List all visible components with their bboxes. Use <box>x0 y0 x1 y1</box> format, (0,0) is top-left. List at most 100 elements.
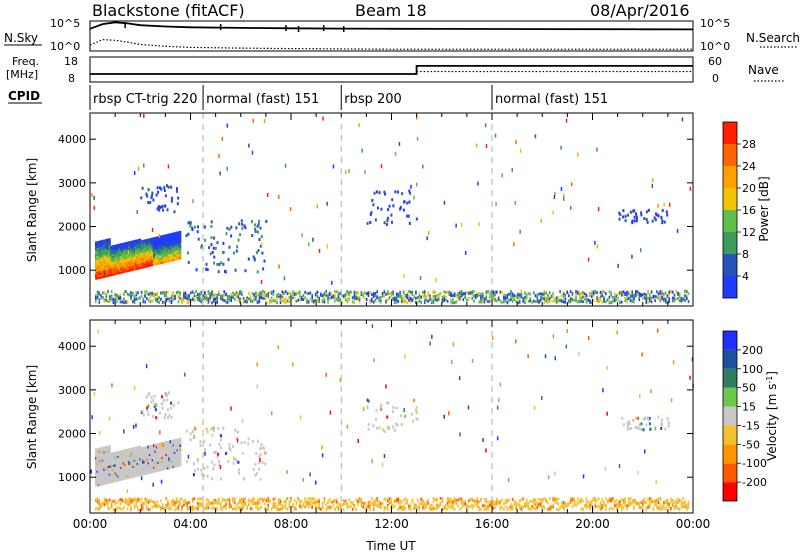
echo-cell <box>158 448 161 452</box>
echo-cell <box>496 503 498 507</box>
echo-cell <box>473 294 475 298</box>
echo-cell <box>489 500 491 504</box>
echo-cell <box>235 436 238 440</box>
echo-cell <box>263 291 266 295</box>
echo-cell <box>110 456 113 460</box>
echo-cell <box>167 297 169 301</box>
echo-cell <box>107 455 110 459</box>
echo-cell <box>118 462 121 466</box>
echo-cell <box>619 213 622 217</box>
echo-cell <box>195 289 197 293</box>
echo-cell <box>357 291 359 295</box>
echo-cell <box>168 239 171 243</box>
echo-cell <box>170 185 173 189</box>
echo-cell <box>160 241 162 245</box>
echo-cell <box>177 248 180 252</box>
echo-cell <box>307 502 310 505</box>
echo-cell <box>162 441 165 445</box>
series-n-sky-line <box>89 21 694 31</box>
echo-cell <box>96 249 99 252</box>
echo-cell <box>327 300 329 304</box>
echo-cell <box>395 406 398 410</box>
echo-cell <box>286 292 289 296</box>
echo-cell <box>216 241 219 245</box>
echo-cell <box>171 252 173 256</box>
echo-cell <box>115 250 118 254</box>
echo-cell <box>243 477 246 481</box>
echo-cell <box>482 438 484 442</box>
echo-cell <box>173 251 176 255</box>
echo-cell <box>171 250 173 254</box>
echo-cell <box>318 297 320 301</box>
echo-cell <box>302 293 305 297</box>
echo-cell <box>200 472 203 476</box>
echo-cell <box>155 455 158 459</box>
echo-cell <box>568 292 570 295</box>
echo-cell <box>97 260 100 264</box>
echo-cell <box>166 462 169 466</box>
echo-cell <box>209 292 211 296</box>
echo-cell <box>260 279 263 284</box>
echo-cell <box>564 502 567 506</box>
echo-cell <box>125 474 128 478</box>
echo-cell <box>666 300 669 304</box>
echo-cell <box>608 300 611 304</box>
echo-cell <box>95 472 97 476</box>
echo-cell <box>533 291 535 295</box>
nave-tick-high: 60 <box>708 55 722 68</box>
echo-cell <box>527 354 529 359</box>
echo-cell <box>403 200 406 204</box>
echo-cell <box>125 462 128 466</box>
echo-cell <box>99 260 102 264</box>
echo-cell <box>98 502 101 506</box>
echo-cell <box>385 497 387 501</box>
echo-cell <box>108 480 111 484</box>
echo-cell <box>146 264 149 268</box>
echo-cell <box>350 290 352 294</box>
echo-cell <box>111 263 114 266</box>
echo-cell <box>346 292 349 296</box>
echo-cell <box>175 500 178 504</box>
echo-cell <box>265 219 268 223</box>
echo-cell <box>155 250 158 254</box>
echo-cell <box>606 500 609 504</box>
echo-cell <box>265 499 268 503</box>
echo-cell <box>494 293 496 297</box>
echo-cell <box>566 502 568 506</box>
echo-cell <box>114 502 116 506</box>
echo-cell <box>172 238 175 242</box>
echo-cell <box>212 295 215 299</box>
echo-cell <box>153 458 156 461</box>
echo-cell <box>108 246 111 249</box>
echo-cell <box>106 481 109 485</box>
echo-cell <box>213 236 216 240</box>
echo-cell <box>243 224 246 228</box>
echo-cell <box>132 465 135 468</box>
echo-cell <box>164 441 167 445</box>
echo-cell <box>446 503 449 507</box>
echo-cell <box>198 497 201 501</box>
echo-cell <box>97 262 100 266</box>
echo-cell <box>386 219 389 223</box>
echo-cell <box>157 460 160 464</box>
echo-cell <box>237 238 240 242</box>
echo-cell <box>172 459 175 463</box>
echo-cell <box>159 411 162 415</box>
echo-cell <box>164 391 167 395</box>
echo-cell <box>122 254 125 258</box>
echo-cell <box>137 451 140 455</box>
echo-cell <box>164 256 167 260</box>
nsearch-tick-high: 10^5 <box>700 17 730 30</box>
echo-cell <box>122 455 125 459</box>
echo-cell <box>624 214 627 218</box>
echo-cell <box>155 463 158 467</box>
echo-cell <box>154 449 157 453</box>
echo-cell <box>101 265 104 269</box>
echo-cell <box>402 208 405 212</box>
echo-cell <box>161 237 164 241</box>
echo-cell <box>422 506 424 510</box>
echo-cell <box>177 450 180 453</box>
echo-cell <box>96 456 99 459</box>
echo-cell <box>159 186 161 190</box>
echo-cell <box>131 453 133 457</box>
